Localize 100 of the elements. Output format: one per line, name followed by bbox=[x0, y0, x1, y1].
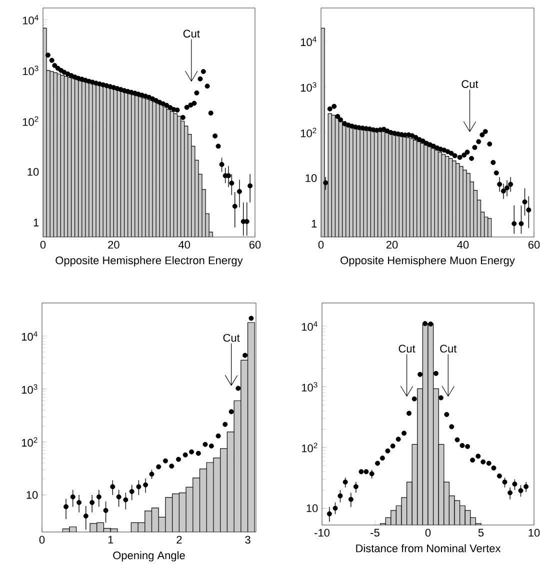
point bbox=[45, 52, 50, 58]
point bbox=[62, 70, 67, 75]
point bbox=[229, 180, 234, 186]
y-tick-label: 1 bbox=[34, 218, 39, 226]
point bbox=[332, 104, 337, 109]
point bbox=[406, 410, 412, 416]
y-tick-label: 10$^{3}$ bbox=[22, 384, 38, 394]
point bbox=[518, 488, 524, 494]
point bbox=[480, 132, 485, 138]
ref-line-label: Cut bbox=[398, 344, 416, 353]
x-tick-label: 40 bbox=[178, 240, 190, 249]
point bbox=[76, 500, 82, 506]
point bbox=[70, 494, 76, 500]
x-tick-label: -5 bbox=[370, 528, 380, 537]
point bbox=[176, 456, 181, 462]
point bbox=[500, 188, 506, 194]
point bbox=[522, 199, 528, 204]
point bbox=[385, 448, 390, 454]
point bbox=[454, 437, 460, 442]
point bbox=[248, 316, 254, 321]
point bbox=[327, 106, 332, 112]
point bbox=[198, 76, 203, 82]
point bbox=[448, 150, 454, 156]
point bbox=[353, 484, 358, 490]
point bbox=[338, 493, 343, 498]
point bbox=[476, 454, 481, 459]
y-tick-label: 10$^{4}$ bbox=[300, 36, 316, 46]
point bbox=[472, 144, 478, 150]
point bbox=[174, 108, 180, 113]
x-tick-label: 3 bbox=[245, 536, 250, 544]
point bbox=[64, 504, 69, 510]
point bbox=[396, 436, 401, 442]
point bbox=[323, 180, 328, 186]
point bbox=[486, 460, 492, 466]
point bbox=[342, 480, 348, 485]
point bbox=[248, 183, 253, 188]
point bbox=[208, 443, 214, 448]
point bbox=[129, 489, 134, 494]
point bbox=[524, 484, 529, 490]
x-tick-label: 0 bbox=[39, 536, 45, 544]
point bbox=[103, 508, 108, 513]
point bbox=[212, 133, 218, 138]
x-tick-label: 2 bbox=[176, 536, 182, 544]
point bbox=[416, 137, 422, 142]
point bbox=[194, 90, 200, 96]
point bbox=[338, 117, 344, 122]
point bbox=[136, 484, 142, 490]
point bbox=[464, 150, 470, 155]
point bbox=[445, 149, 450, 154]
y-tick-label: 10 bbox=[26, 491, 38, 499]
point bbox=[480, 459, 486, 464]
point bbox=[242, 352, 248, 358]
y-tick-label: 1 bbox=[312, 220, 317, 228]
x-tick-label: 20 bbox=[386, 240, 398, 249]
point bbox=[418, 372, 423, 377]
point bbox=[164, 102, 170, 108]
point bbox=[222, 422, 228, 427]
point bbox=[123, 497, 128, 502]
point bbox=[449, 424, 454, 430]
point bbox=[422, 321, 428, 326]
point bbox=[410, 133, 415, 138]
point bbox=[236, 189, 242, 194]
point bbox=[476, 139, 482, 144]
point bbox=[202, 442, 208, 447]
point bbox=[420, 138, 426, 144]
point bbox=[496, 473, 502, 478]
point bbox=[433, 370, 438, 376]
point bbox=[460, 443, 465, 448]
point bbox=[358, 469, 364, 474]
point bbox=[143, 482, 148, 488]
x-tick-label: 20 bbox=[108, 240, 120, 249]
point bbox=[452, 153, 458, 158]
y-tick-label: 10 bbox=[28, 168, 39, 176]
x-tick-label: 0 bbox=[318, 240, 324, 249]
point bbox=[90, 500, 95, 506]
point bbox=[83, 514, 88, 519]
y-tick-label: 10$^{3}$ bbox=[22, 66, 38, 76]
point bbox=[332, 506, 338, 511]
point bbox=[180, 114, 186, 120]
y-tick-label: 10$^{3}$ bbox=[302, 382, 318, 392]
point bbox=[487, 141, 492, 146]
point bbox=[52, 62, 58, 68]
point bbox=[236, 386, 241, 391]
point bbox=[364, 469, 369, 474]
point bbox=[169, 464, 174, 469]
point bbox=[402, 430, 407, 436]
point bbox=[381, 126, 386, 132]
point bbox=[96, 494, 102, 500]
point bbox=[497, 182, 502, 187]
point bbox=[380, 456, 385, 461]
point bbox=[413, 134, 418, 140]
point bbox=[390, 443, 396, 448]
x-tick-label: 0 bbox=[40, 240, 46, 249]
ref-line-label: Cut bbox=[183, 30, 200, 38]
point bbox=[182, 452, 188, 458]
x-tick-label: 5 bbox=[478, 528, 484, 537]
point bbox=[462, 152, 467, 158]
x-tick-label: 1 bbox=[108, 536, 114, 544]
point bbox=[375, 460, 380, 466]
point bbox=[200, 69, 206, 74]
